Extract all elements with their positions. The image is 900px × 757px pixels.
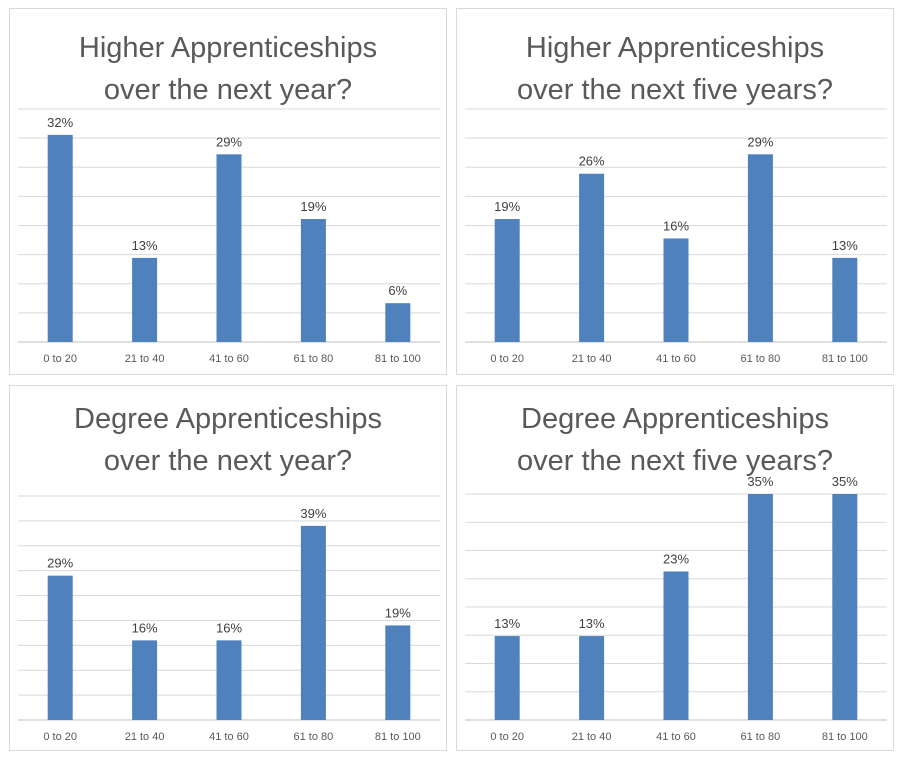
bar — [47, 134, 73, 342]
bar-chart-plot: 19% 0 to 20 26% 21 to 40 16% 41 to 60 29% 61 to… — [465, 108, 887, 365]
x-tick-label: 0 to 20 — [490, 731, 524, 743]
x-tick-label: 61 to 80 — [741, 353, 781, 365]
data-label: 6% — [388, 283, 407, 298]
bar — [385, 303, 411, 342]
data-label: 35% — [747, 474, 773, 489]
x-tick-label: 21 to 40 — [572, 353, 612, 365]
bar — [663, 571, 689, 720]
bar-chart-plot: 29% 0 to 20 16% 21 to 40 16% 41 to 60 39% 61 to… — [18, 495, 440, 743]
data-label: 13% — [132, 238, 158, 253]
chart-panel-degree-next-year: Degree Apprenticeships over the next yea… — [9, 385, 447, 751]
bar — [216, 154, 242, 342]
chart-title-line-2: over the next five years? — [517, 445, 833, 477]
x-tick-label: 41 to 60 — [209, 353, 249, 365]
x-tick-label: 21 to 40 — [125, 731, 165, 743]
bar — [579, 636, 605, 720]
chart-title-line-2: over the next year? — [103, 445, 353, 477]
data-label: 35% — [832, 474, 858, 489]
data-label: 16% — [216, 620, 242, 635]
data-label: 16% — [663, 218, 689, 233]
chart-title-line-1: Degree Apprenticeships — [74, 403, 382, 435]
bar — [747, 154, 773, 342]
bar — [663, 238, 689, 342]
data-label: 19% — [385, 605, 411, 620]
data-label: 29% — [47, 556, 73, 571]
x-tick-label: 0 to 20 — [490, 353, 524, 365]
x-tick-label: 21 to 40 — [125, 353, 165, 365]
bar — [300, 219, 326, 342]
chart-title-line-1: Higher Apprenticeships — [525, 32, 825, 64]
data-label: 26% — [579, 154, 605, 169]
data-label: 16% — [132, 620, 158, 635]
chart-panel-degree-next-five-years: Degree Apprenticeships over the next fiv… — [456, 385, 894, 751]
data-label: 39% — [300, 506, 326, 521]
chart-title: Degree Apprenticeships over the next yea… — [10, 398, 446, 482]
chart-panel-higher-next-year: Higher Apprenticeships over the next yea… — [9, 8, 447, 375]
chart-title-line-2: over the next five years? — [517, 74, 833, 106]
chart-title-line-1: Higher Apprenticeships — [78, 32, 378, 64]
bar — [216, 640, 242, 720]
data-label: 19% — [494, 199, 520, 214]
bar — [832, 257, 858, 342]
data-label: 13% — [832, 238, 858, 253]
x-tick-label: 61 to 80 — [294, 731, 334, 743]
chart-title-line-2: over the next year? — [103, 74, 353, 106]
bar — [47, 575, 73, 720]
x-tick-label: 81 to 100 — [822, 353, 868, 365]
data-label: 32% — [47, 115, 73, 130]
x-tick-label: 81 to 100 — [822, 731, 868, 743]
chart-title: Degree Apprenticeships over the next fiv… — [457, 398, 893, 482]
x-tick-label: 81 to 100 — [375, 353, 421, 365]
bar-chart-plot: 32% 0 to 20 13% 21 to 40 29% 41 to 60 19% 61 to… — [18, 108, 440, 365]
chart-title: Higher Apprenticeships over the next yea… — [10, 27, 446, 111]
data-label: 19% — [300, 199, 326, 214]
x-tick-label: 41 to 60 — [209, 731, 249, 743]
data-label: 29% — [747, 134, 773, 149]
bar — [132, 640, 158, 720]
bar — [300, 525, 326, 720]
bar — [494, 219, 520, 342]
x-tick-label: 41 to 60 — [656, 731, 696, 743]
x-tick-label: 0 to 20 — [43, 731, 77, 743]
chart-panel-higher-next-five-years: Higher Apprenticeships over the next fiv… — [456, 8, 894, 375]
x-tick-label: 41 to 60 — [656, 353, 696, 365]
chart-title: Higher Apprenticeships over the next fiv… — [457, 27, 893, 111]
bar-chart-plot: 13% 0 to 20 13% 21 to 40 23% 41 to 60 35% 61 to… — [465, 474, 887, 743]
bar — [494, 636, 520, 720]
bar — [832, 494, 858, 720]
bar — [747, 494, 773, 720]
bar — [132, 257, 158, 342]
bar — [579, 173, 605, 342]
data-label: 23% — [663, 551, 689, 566]
x-tick-label: 61 to 80 — [741, 731, 781, 743]
x-tick-label: 61 to 80 — [294, 353, 334, 365]
x-tick-label: 81 to 100 — [375, 731, 421, 743]
x-tick-label: 0 to 20 — [43, 353, 77, 365]
data-label: 29% — [216, 134, 242, 149]
data-label: 13% — [494, 616, 520, 631]
chart-title-line-1: Degree Apprenticeships — [521, 403, 829, 435]
x-tick-label: 21 to 40 — [572, 731, 612, 743]
bar — [385, 625, 411, 720]
data-label: 13% — [579, 616, 605, 631]
